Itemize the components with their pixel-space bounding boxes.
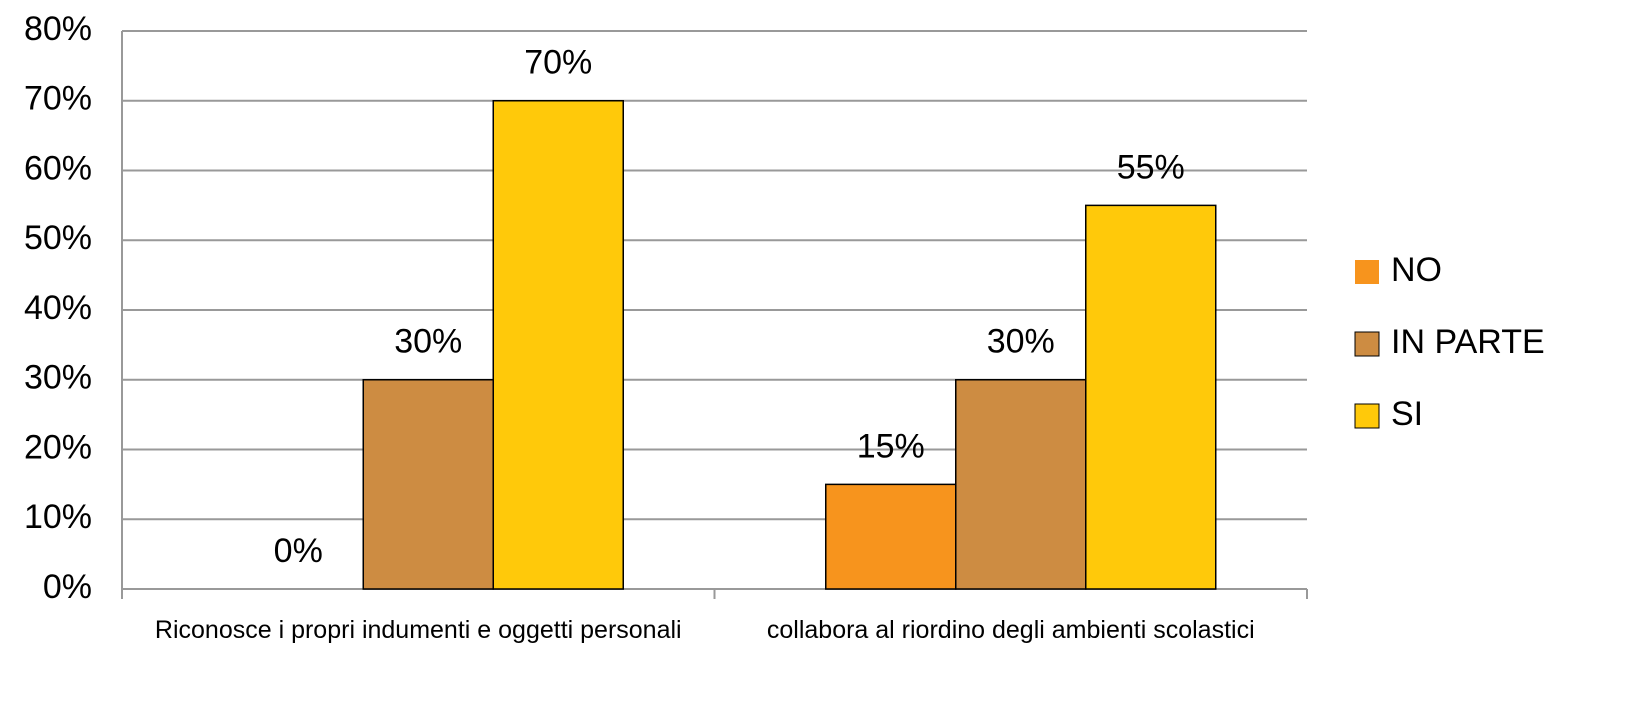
y-tick-label: 10% (24, 498, 92, 536)
y-tick-label: 20% (24, 428, 92, 466)
value-label: 70% (524, 44, 592, 82)
bar (362, 379, 494, 590)
value-label: 0% (274, 532, 323, 570)
bar (955, 379, 1087, 590)
y-tick-label: 40% (24, 289, 92, 327)
y-tick-label: 0% (43, 568, 92, 606)
y-tick-label: 80% (24, 10, 92, 48)
legend-swatch (1355, 260, 1379, 284)
value-label: 55% (1117, 148, 1185, 186)
value-label: 30% (394, 323, 462, 361)
x-tick-label: Riconosce i propri indumenti e oggetti p… (154, 616, 682, 644)
x-tick-label: collabora al riordino degli ambienti sco… (766, 616, 1255, 644)
y-tick-label: 60% (24, 149, 92, 187)
bar (1085, 204, 1217, 590)
legend-swatch (1354, 331, 1380, 357)
legend-label: IN PARTE (1391, 323, 1545, 361)
y-tick-label: 70% (24, 80, 92, 118)
value-label: 15% (857, 427, 925, 465)
y-tick-label: 50% (24, 219, 92, 257)
legend-label: NO (1391, 251, 1442, 289)
legend-label: SI (1391, 395, 1423, 433)
y-tick-label: 30% (24, 359, 92, 397)
value-label: 30% (987, 323, 1055, 361)
legend-swatch (1354, 403, 1380, 429)
bar (825, 483, 957, 590)
bar (492, 100, 624, 590)
